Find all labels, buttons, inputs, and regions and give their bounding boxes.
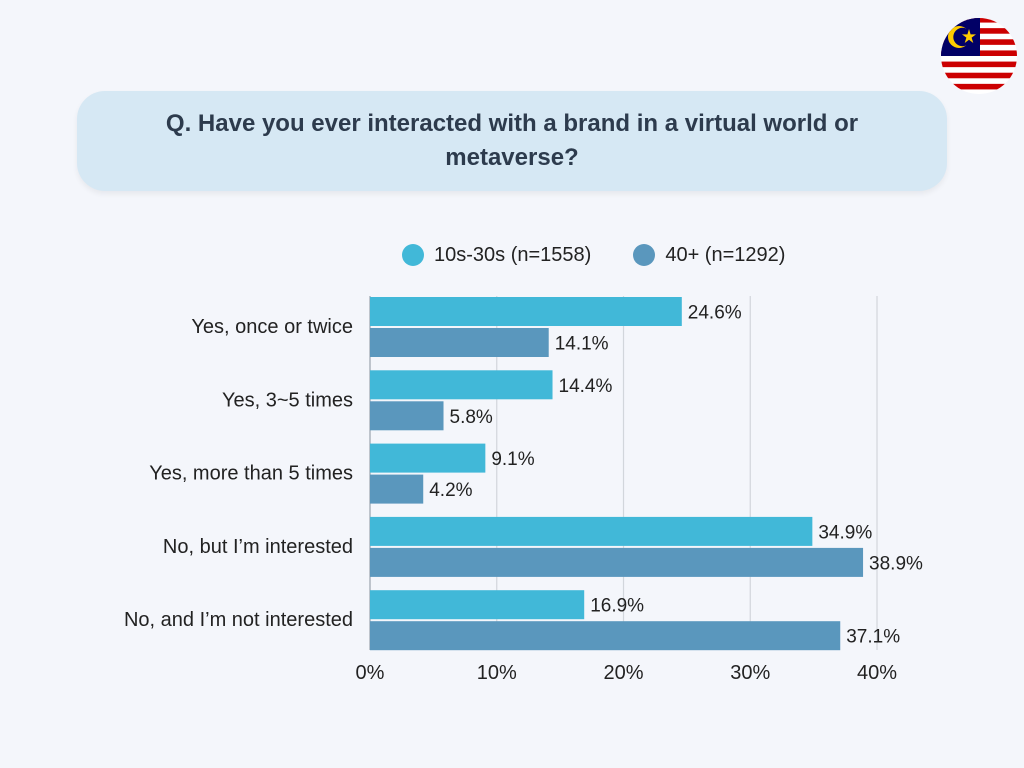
bar — [370, 590, 585, 620]
category-label: Yes, 3~5 times — [222, 389, 353, 411]
x-tick-label: 10% — [477, 662, 517, 684]
data-label: 38.9% — [869, 553, 923, 574]
data-label: 24.6% — [688, 303, 742, 324]
x-tick-label: 20% — [603, 662, 643, 684]
question-box: Q. Have you ever interacted with a brand… — [77, 91, 947, 191]
legend-item-young: 10s-30s (n=1558) — [402, 244, 591, 267]
legend-item-older: 40+ (n=1292) — [633, 244, 785, 267]
bar — [370, 401, 444, 431]
data-label: 9.1% — [491, 449, 534, 470]
data-label: 14.1% — [555, 334, 609, 355]
data-label: 34.9% — [818, 522, 872, 543]
bar — [370, 297, 682, 326]
x-tick-label: 40% — [857, 662, 897, 684]
bar — [370, 370, 553, 400]
bar — [370, 621, 841, 651]
category-label: Yes, more than 5 times — [149, 463, 353, 485]
bar — [370, 547, 864, 577]
bar — [370, 516, 813, 546]
x-tick-label: 0% — [356, 662, 385, 684]
question-text: Q. Have you ever interacted with a brand… — [165, 110, 859, 171]
legend-swatch-older — [633, 244, 656, 266]
category-label: No, but I’m interested — [163, 536, 353, 558]
legend-swatch-young — [402, 244, 424, 266]
data-label: 5.8% — [450, 407, 493, 428]
legend: 10s-30s (n=1558) 40+ (n=1292) — [402, 241, 827, 269]
category-label: No, and I’m not interested — [124, 609, 353, 631]
data-label: 4.2% — [429, 480, 472, 501]
data-label: 16.9% — [590, 596, 644, 617]
bar — [370, 443, 486, 473]
legend-label-young: 10s-30s (n=1558) — [434, 243, 592, 266]
data-label: 37.1% — [846, 627, 900, 648]
bar — [370, 474, 424, 504]
x-tick-label: 30% — [730, 662, 770, 684]
category-label: Yes, once or twice — [191, 316, 353, 338]
legend-label-older: 40+ (n=1292) — [665, 243, 786, 266]
data-label: 14.4% — [559, 376, 613, 397]
malaysia-flag-icon — [941, 18, 1017, 94]
bar — [370, 328, 549, 357]
